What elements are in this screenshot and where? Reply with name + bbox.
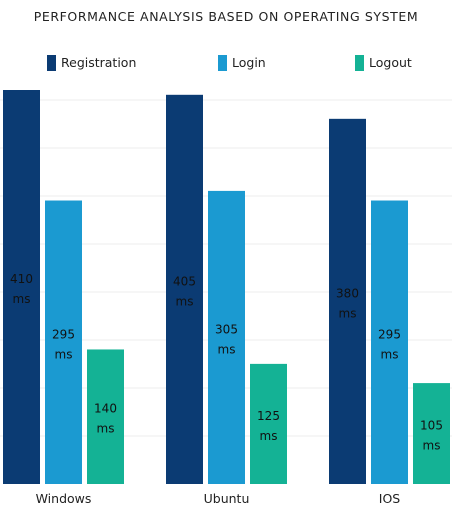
legend-label-registration: Registration (61, 55, 136, 70)
bar-labels: 410 ms 295 ms 140 ms 405 ms 305 ms 125 ms 380 ms 295 ms… (10, 272, 443, 453)
bar-logout-ubuntu (250, 363, 287, 484)
category-label-ubuntu: Ubuntu (204, 491, 250, 506)
bar-unit-label: ms (13, 292, 31, 306)
legend-swatch-logout (355, 55, 364, 71)
bar-value-label: 105 (420, 419, 443, 433)
legend: Registration Login Logout (47, 55, 412, 71)
bar-unit-label: ms (423, 439, 441, 453)
bar-registration-windows (3, 90, 40, 484)
category-label-windows: Windows (36, 491, 92, 506)
bar-unit-label: ms (260, 429, 278, 443)
bar-unit-label: ms (218, 342, 236, 356)
bar-login-ios (371, 200, 408, 484)
category-labels: Windows Ubuntu IOS (36, 491, 401, 506)
bar-logout-ios (413, 383, 450, 484)
legend-label-logout: Logout (369, 55, 412, 70)
bar-value-label: 140 (94, 402, 117, 416)
bar-unit-label: ms (176, 294, 194, 308)
bar-registration-ios (329, 118, 366, 484)
bar-value-label: 380 (336, 286, 359, 300)
bar-login-windows (45, 200, 82, 484)
chart-title: PERFORMANCE ANALYSIS BASED ON OPERATING … (34, 9, 419, 24)
bar-unit-label: ms (55, 347, 73, 361)
bar-value-label: 295 (378, 327, 401, 341)
bar-value-label: 295 (52, 327, 75, 341)
bar-value-label: 305 (215, 322, 238, 336)
bar-value-label: 410 (10, 272, 33, 286)
bar-login-ubuntu (208, 190, 245, 484)
legend-swatch-registration (47, 55, 56, 71)
category-label-ios: IOS (379, 491, 401, 506)
bars (3, 90, 450, 485)
bar-value-label: 405 (173, 274, 196, 288)
bar-registration-ubuntu (166, 94, 203, 485)
bar-unit-label: ms (339, 306, 357, 320)
bar-unit-label: ms (97, 422, 115, 436)
bar-unit-label: ms (381, 347, 399, 361)
legend-swatch-login (218, 55, 227, 71)
bar-logout-windows (87, 349, 124, 484)
legend-label-login: Login (232, 55, 266, 70)
bar-value-label: 125 (257, 409, 280, 423)
